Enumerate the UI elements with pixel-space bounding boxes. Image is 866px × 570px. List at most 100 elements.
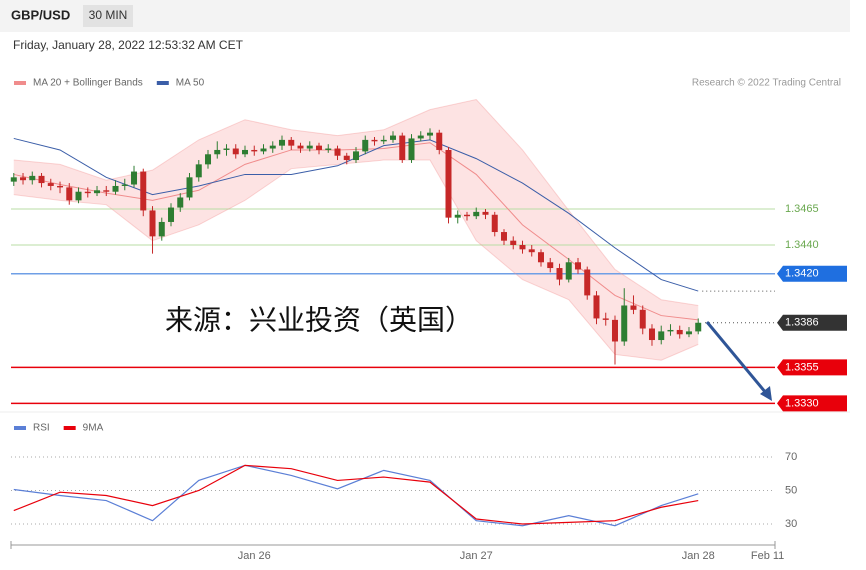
candle-body — [584, 269, 591, 296]
candle-body — [648, 328, 655, 341]
candle-body — [242, 149, 249, 155]
legend-swatch — [63, 426, 76, 430]
candle-body — [565, 262, 572, 280]
candle-body — [473, 211, 480, 217]
level-label: 1.3355 — [785, 361, 819, 373]
candle-body — [57, 185, 64, 188]
level-label: 1.3420 — [785, 268, 819, 280]
candle-body — [260, 148, 267, 152]
candle-body — [75, 191, 82, 201]
candle-body — [362, 139, 369, 152]
datetime: Friday, January 28, 2022 12:53:32 AM CET — [13, 38, 244, 52]
candle-body — [380, 139, 387, 142]
candle-body — [269, 145, 276, 149]
candle-body — [66, 187, 73, 201]
candle-body — [112, 185, 119, 192]
level-label: 1.3386 — [785, 317, 819, 329]
candle-body — [325, 148, 332, 150]
forecast-arrow — [705, 321, 768, 394]
candle-body — [103, 190, 110, 192]
candle-body — [417, 135, 424, 139]
level-label-box — [777, 265, 847, 282]
indicator-line — [13, 464, 699, 527]
candle-body — [695, 322, 702, 332]
credit: Research © 2022 Trading Central — [692, 78, 841, 89]
band-upper — [13, 99, 699, 306]
header-bar — [0, 0, 850, 32]
moving-average — [13, 137, 699, 292]
x-tick-label: Jan 27 — [460, 550, 493, 562]
legend-label: MA 20 + Bollinger Bands — [33, 78, 143, 89]
indicator-line — [13, 464, 699, 525]
candle-body — [426, 132, 433, 136]
candle-body — [288, 139, 295, 146]
candle-body — [510, 240, 517, 245]
candle-body — [214, 149, 221, 155]
interval-box — [83, 5, 133, 27]
candle-body — [84, 191, 91, 194]
candle-body — [353, 151, 360, 161]
candle-body — [547, 262, 554, 269]
candle-body — [658, 331, 665, 341]
level-label: 1.3440 — [785, 239, 819, 251]
x-tick-label: Jan 28 — [682, 550, 715, 562]
legend-label: 9MA — [83, 423, 104, 434]
level-label-box — [777, 359, 847, 376]
legend-swatch — [156, 81, 169, 85]
candle-body — [158, 221, 165, 237]
candle-body — [316, 145, 323, 150]
level-label-box — [777, 395, 847, 412]
candle-body — [574, 262, 581, 270]
candle-body — [131, 171, 138, 185]
candle-body — [38, 175, 45, 184]
candle-body — [47, 183, 54, 186]
candle-body — [279, 139, 286, 146]
candle-body — [482, 211, 489, 215]
legend-swatch — [14, 426, 26, 430]
legend-label: MA 50 — [176, 78, 205, 89]
candle-body — [334, 148, 341, 156]
symbol: GBP/USD — [11, 7, 70, 22]
candle-body — [491, 214, 498, 233]
candle-body — [251, 149, 258, 152]
candle-body — [408, 138, 415, 161]
moving-average — [13, 142, 699, 321]
candle-body — [621, 305, 628, 342]
candle-body — [343, 155, 350, 161]
bollinger-band — [13, 99, 699, 361]
candle-body — [306, 145, 313, 149]
candle-body — [390, 135, 396, 140]
candle-body — [519, 245, 526, 250]
legend-label: RSI — [33, 423, 50, 434]
candle-body — [149, 210, 156, 237]
watermark: 来源：兴业投资（英国） — [165, 304, 473, 335]
y-tick-label: 30 — [785, 518, 797, 530]
candle-body — [630, 305, 637, 310]
candle-body — [556, 268, 563, 280]
candle-body — [611, 319, 618, 342]
candle-body — [454, 214, 461, 218]
candle-body — [399, 135, 406, 161]
candle-body — [121, 184, 128, 186]
candle-body — [20, 177, 27, 181]
candle-body — [500, 232, 507, 241]
candle-body — [297, 145, 304, 149]
candle-body — [94, 190, 101, 194]
candle-body — [177, 197, 184, 208]
candle-body — [140, 171, 147, 211]
level-label: 1.3330 — [785, 397, 819, 409]
candle-body — [676, 329, 683, 335]
y-tick-label: 50 — [785, 484, 797, 496]
candle-body — [463, 214, 470, 217]
candle-body — [223, 148, 230, 150]
candle-body — [371, 139, 378, 142]
interval: 30 MIN — [89, 8, 128, 22]
candle-body — [186, 177, 193, 198]
x-tick-label: Feb 11 — [751, 550, 784, 562]
candle-body — [436, 132, 443, 150]
candle-body — [639, 309, 646, 329]
candle-body — [10, 177, 17, 182]
candle-body — [205, 154, 212, 165]
candle-body — [667, 329, 674, 332]
